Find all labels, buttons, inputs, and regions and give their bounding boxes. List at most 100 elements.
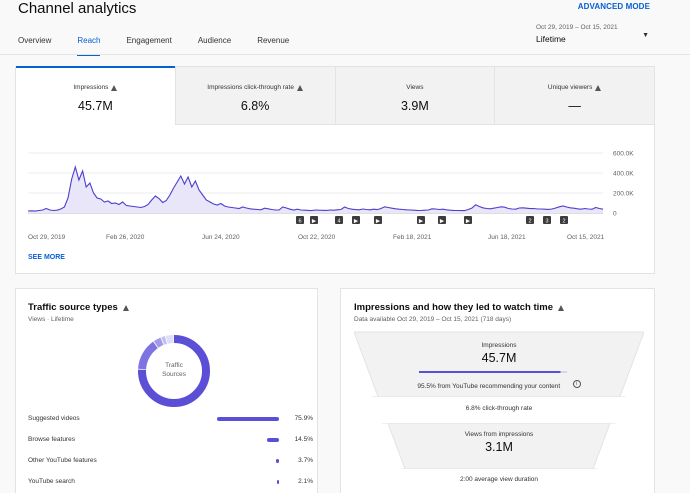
marker-label: 4 (337, 218, 340, 224)
donut-label-line-2: Sources (162, 371, 186, 378)
funnel-ctr-text: 6.8% click-through rate (465, 405, 533, 412)
metric-value: 3.9M (400, 99, 429, 113)
marker-box (352, 216, 360, 224)
x-tick-label: Jun 18, 2021 (488, 234, 526, 241)
traffic-source-bar (275, 458, 279, 463)
warning-icon (122, 304, 129, 311)
funnel-impressions: Impressions 45.7M (354, 342, 644, 365)
advanced-mode-link[interactable]: ADVANCED MODE (577, 2, 650, 11)
traffic-source-row[interactable]: YouTube search 2.1% (28, 476, 313, 488)
date-range-text: Oct 29, 2019 – Oct 15, 2021 (536, 24, 618, 31)
date-range-dropdown[interactable]: Oct 29, 2019 – Oct 15, 2021 Lifetime ▼ (536, 24, 652, 44)
marker-box (560, 216, 568, 224)
chart-annotation-marker[interactable]: ▶ (464, 216, 472, 224)
funnel-views-label: Views from impressions (464, 431, 534, 438)
marker-box (526, 216, 534, 224)
chart-annotation-marker[interactable]: ▶ (417, 216, 425, 224)
date-period-text: Lifetime (536, 34, 566, 44)
chart-annotation-marker[interactable]: 3 (543, 216, 551, 224)
warning-icon (558, 304, 565, 311)
traffic-source-bar (217, 416, 279, 421)
traffic-source-row[interactable]: Browse features 14.5% (28, 434, 313, 446)
funnel-subtitle: Data available Oct 29, 2019 – Oct 15, 20… (354, 316, 512, 323)
metric-ctr[interactable]: Impressions click-through rate 6.8% (175, 67, 336, 125)
chart-annotation-marker[interactable]: 2 (560, 216, 568, 224)
page-title: Channel analytics (18, 0, 137, 17)
marker-box (296, 216, 304, 224)
marker-box (310, 216, 318, 224)
donut-label-line-1: Traffic (165, 362, 183, 369)
traffic-title-text: Traffic source types (28, 302, 118, 313)
warning-icon (296, 84, 303, 91)
funnel-card-title: Impressions and how they led to watch ti… (354, 302, 565, 313)
marker-label: ▶ (376, 218, 381, 224)
traffic-source-percent: 3.7% (298, 457, 313, 464)
chart-annotation-marker[interactable]: 6 (296, 216, 304, 224)
x-tick-label: Oct 29, 2019 (28, 234, 66, 241)
donut-center-label: Traffic Sources (136, 361, 212, 379)
marker-label: 3 (545, 218, 548, 224)
marker-label: ▶ (466, 218, 471, 224)
marker-box (374, 216, 382, 224)
impressions-chart[interactable]: 600.0K 400.0K 200.0K 0 6 ▶ 4 ▶ ▶ ▶ ▶ ▶ 2 3 2 Oct 29, 20… (16, 125, 656, 253)
chart-annotation-marker[interactable]: ▶ (310, 216, 318, 224)
marker-label: ▶ (440, 218, 445, 224)
marker-label: 6 (298, 218, 301, 224)
recommendation-progress-bar (419, 371, 567, 373)
metric-label: Views (406, 84, 424, 91)
funnel-views: Views from impressions 3.1M (354, 431, 644, 454)
chart-annotation-marker[interactable]: ▶ (438, 216, 446, 224)
y-tick-label: 0 (613, 211, 617, 218)
metric-label: Impressions (73, 84, 109, 91)
chart-annotation-marker[interactable]: ▶ (352, 216, 360, 224)
y-tick-label: 600.0K (613, 151, 634, 158)
see-more-link[interactable]: SEE MORE (28, 254, 65, 261)
warning-icon (595, 84, 602, 91)
traffic-source-card: Traffic source types Views · Lifetime Tr… (15, 288, 318, 493)
impressions-chart-svg: 600.0K 400.0K 200.0K 0 6 ▶ 4 ▶ ▶ ▶ ▶ ▶ 2 3 2 Oct 29, 20… (27, 151, 634, 241)
metric-unique-viewers[interactable]: Unique viewers — (495, 67, 654, 125)
header-divider (0, 54, 690, 55)
tab-revenue[interactable]: Revenue (257, 36, 290, 45)
metric-value: 45.7M (78, 99, 113, 113)
marker-box (335, 216, 343, 224)
funnel-impressions-label: Impressions (481, 342, 517, 349)
tab-engagement[interactable]: Engagement (126, 36, 172, 45)
y-tick-label: 200.0K (613, 191, 634, 198)
funnel-avd-text: 2:00 average view duration (459, 476, 539, 483)
tab-overview[interactable]: Overview (18, 36, 52, 45)
info-icon[interactable]: i (572, 379, 581, 388)
funnel-title-text: Impressions and how they led to watch ti… (354, 302, 554, 313)
marker-label: ▶ (354, 218, 359, 224)
traffic-source-row[interactable]: Suggested videos 75.9% (28, 413, 313, 425)
recommend-text: 95.5% from YouTube recommending your con… (417, 383, 561, 390)
marker-box (438, 216, 446, 224)
marker-label: ▶ (312, 218, 317, 224)
metric-views[interactable]: Views 3.9M (335, 67, 496, 125)
chart-annotation-marker[interactable]: ▶ (374, 216, 382, 224)
traffic-source-name: Suggested videos (28, 415, 80, 422)
traffic-source-row[interactable]: Other YouTube features 3.7% (28, 455, 313, 467)
traffic-source-bar (267, 437, 279, 442)
traffic-source-percent: 2.1% (298, 478, 313, 485)
x-tick-label: Jun 24, 2020 (202, 234, 240, 241)
funnel-impressions-value: 45.7M (481, 351, 517, 365)
warning-icon (111, 84, 118, 91)
chart-annotation-marker[interactable]: 4 (335, 216, 343, 224)
y-tick-label: 400.0K (613, 171, 634, 178)
traffic-source-bar (277, 479, 279, 484)
traffic-source-name: YouTube search (28, 478, 75, 485)
funnel-views-value: 3.1M (485, 440, 513, 454)
traffic-source-percent: 75.9% (294, 415, 313, 422)
marker-label: ▶ (419, 218, 424, 224)
marker-label: 2 (562, 218, 565, 224)
chart-annotation-marker[interactable]: 2 (526, 216, 534, 224)
donut-slice[interactable] (138, 335, 210, 407)
tab-audience[interactable]: Audience (197, 36, 232, 45)
metric-value: — (568, 99, 581, 113)
tab-reach[interactable]: Reach (77, 36, 101, 56)
metric-label: Impressions click-through rate (207, 84, 294, 91)
x-tick-label: Oct 15, 2021 (567, 234, 605, 241)
metric-impressions[interactable]: Impressions 45.7M (16, 66, 176, 125)
traffic-donut-chart[interactable] (136, 333, 212, 409)
